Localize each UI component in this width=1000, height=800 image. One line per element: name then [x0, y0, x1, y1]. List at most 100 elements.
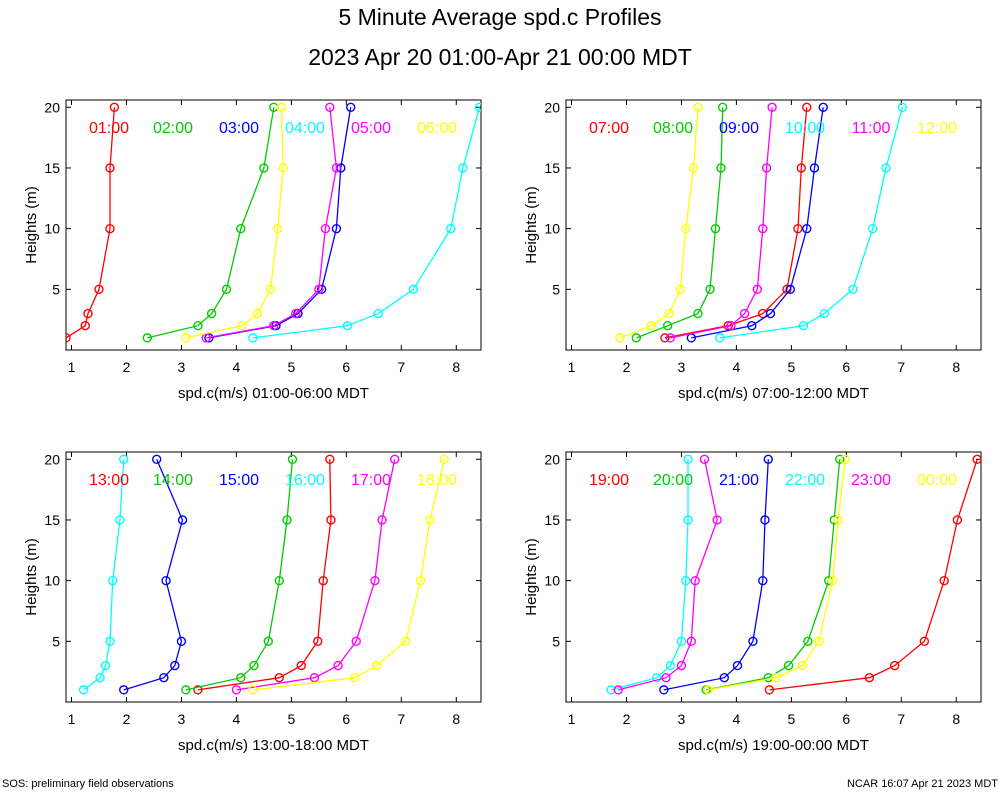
- data-point: [115, 515, 125, 525]
- data-point: [705, 284, 715, 295]
- data-point: [331, 163, 342, 173]
- x-tick-label: 8: [952, 359, 960, 375]
- data-point: [265, 284, 276, 295]
- chart-subtitle: 2023 Apr 20 01:00-Apr 21 00:00 MDT: [308, 44, 692, 70]
- data-point: [890, 660, 900, 671]
- x-axis-label: spd.c(m/s) 19:00-00:00 MDT: [678, 737, 869, 754]
- data-point: [763, 454, 773, 464]
- x-tick-label: 7: [897, 359, 905, 375]
- y-tick-label: 20: [544, 451, 560, 467]
- data-point: [802, 223, 812, 234]
- data-point: [919, 636, 930, 647]
- data-point: [291, 308, 301, 319]
- axes-frame: [65, 451, 482, 703]
- x-tick-label: 4: [732, 711, 740, 727]
- x-tick-label: 3: [178, 711, 186, 727]
- x-tick-label: 2: [623, 359, 631, 375]
- series-line-1400: [185, 459, 294, 691]
- y-axis-label: Heights (m): [23, 538, 40, 616]
- x-tick-label: 6: [842, 711, 850, 727]
- data-point: [767, 102, 777, 112]
- data-point: [818, 102, 828, 112]
- data-point: [688, 163, 699, 173]
- data-point: [274, 673, 284, 683]
- data-point: [78, 685, 89, 695]
- data-point: [333, 660, 343, 671]
- plot-area: [66, 102, 481, 343]
- x-tick-label: 8: [452, 711, 460, 727]
- x-tick-label: 7: [897, 711, 905, 727]
- y-axis-label: Heights (m): [23, 186, 40, 264]
- data-point: [613, 685, 623, 695]
- series-line-1500: [123, 459, 184, 691]
- data-point: [349, 673, 360, 683]
- data-point: [739, 308, 750, 319]
- data-point: [314, 284, 324, 295]
- legend-label: 06:00: [417, 120, 457, 137]
- data-point: [176, 636, 187, 647]
- x-tick-label: 1: [568, 359, 576, 375]
- y-tick-label: 5: [52, 633, 60, 649]
- x-axis-label: spd.c(m/s) 07:00-12:00 MDT: [678, 385, 869, 402]
- data-point: [181, 685, 191, 695]
- data-point: [80, 321, 90, 331]
- data-point: [662, 321, 673, 331]
- series-line-0500: [206, 107, 338, 339]
- legend-label: 05:00: [351, 120, 391, 137]
- data-point: [809, 163, 820, 173]
- data-point: [715, 333, 725, 343]
- series-line-0200: [147, 107, 275, 339]
- data-point: [939, 575, 949, 586]
- footer-source-note: SOS: preliminary field observations: [2, 778, 174, 790]
- data-point: [972, 454, 981, 464]
- data-point: [400, 636, 411, 647]
- x-tick-label: 8: [452, 359, 460, 375]
- y-axis-label: Heights (m): [523, 538, 540, 616]
- data-point: [342, 321, 353, 331]
- data-point: [840, 454, 850, 464]
- data-point: [952, 515, 963, 525]
- profile-panel-3: 1 2 3 4 5 6 7 8 5 10 15 20 spd.c(m/s) 13:00-18:00 MD…: [23, 451, 482, 754]
- y-tick-label: 5: [552, 281, 560, 297]
- x-tick-label: 1: [68, 359, 76, 375]
- data-point: [204, 333, 214, 343]
- data-point: [83, 308, 93, 319]
- data-point: [723, 321, 733, 331]
- data-point: [287, 454, 298, 464]
- data-point: [681, 223, 691, 234]
- legend-label: 10:00: [785, 120, 825, 137]
- legend-label: 22:00: [785, 472, 825, 489]
- x-tick-label: 4: [232, 711, 240, 727]
- data-point: [606, 685, 616, 695]
- y-tick-label: 5: [52, 281, 60, 297]
- axes-frame: [65, 99, 482, 351]
- data-point: [797, 660, 808, 671]
- data-point: [686, 636, 697, 647]
- x-axis-label: spd.c(m/s) 01:00-06:00 MDT: [178, 385, 369, 402]
- data-point: [665, 333, 676, 343]
- data-point: [764, 685, 775, 695]
- series-line-2200: [610, 459, 689, 691]
- data-point: [100, 660, 111, 671]
- x-tick-label: 2: [123, 711, 131, 727]
- series-line-1200: [619, 107, 699, 339]
- data-point: [221, 284, 232, 295]
- legend-label: 07:00: [589, 120, 629, 137]
- x-tick-label: 5: [787, 711, 795, 727]
- series-line-1800: [252, 459, 445, 691]
- data-point: [278, 163, 288, 173]
- data-point: [170, 660, 180, 671]
- data-point: [282, 515, 292, 525]
- data-point: [881, 163, 891, 173]
- data-point: [615, 333, 625, 343]
- data-point: [868, 223, 878, 234]
- data-point: [248, 333, 258, 343]
- x-tick-label: 3: [678, 359, 686, 375]
- data-point: [181, 333, 191, 343]
- series-line-0400: [252, 107, 481, 339]
- data-point: [325, 454, 335, 464]
- x-tick-label: 1: [68, 711, 76, 727]
- data-point: [758, 575, 768, 586]
- x-tick-label: 3: [178, 359, 186, 375]
- legend-label: 20:00: [653, 472, 693, 489]
